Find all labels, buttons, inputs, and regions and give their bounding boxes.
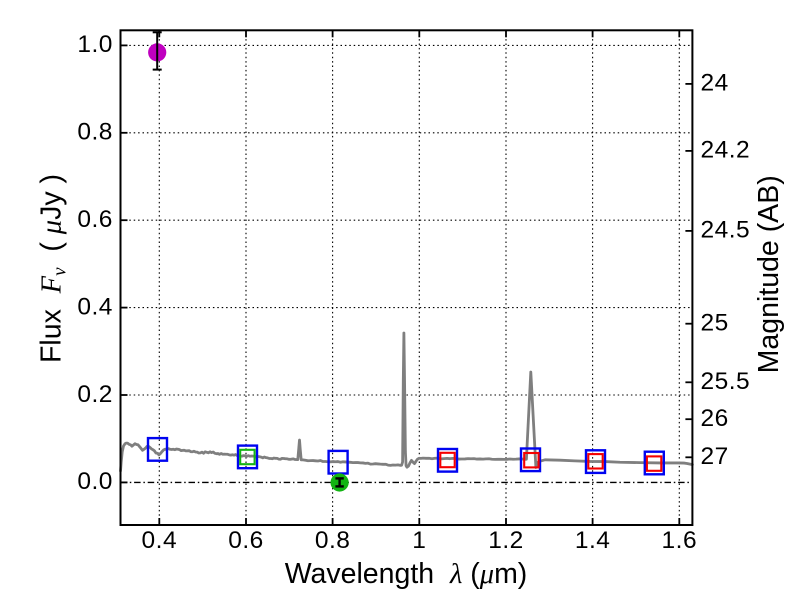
svg-text:24.5: 24.5 [701,217,751,244]
svg-text:0.8: 0.8 [77,119,113,146]
svg-text:0.0: 0.0 [77,468,113,495]
svg-text:Magnitude (AB): Magnitude (AB) [753,175,785,373]
svg-text:0.6: 0.6 [77,206,113,233]
svg-text:25.5: 25.5 [701,368,751,395]
svg-text:0.6: 0.6 [228,527,264,554]
svg-text:0.2: 0.2 [77,381,113,408]
svg-text:1.4: 1.4 [575,527,611,554]
svg-text:1.6: 1.6 [662,527,698,554]
svg-text:0.8: 0.8 [315,527,351,554]
svg-text:Flux Fν ( μJy ): Flux Fν ( μJy ) [35,174,70,363]
svg-text:0.4: 0.4 [77,293,113,320]
svg-text:1.2: 1.2 [488,527,524,554]
svg-text:27: 27 [701,443,729,470]
svg-text:24: 24 [701,70,729,97]
svg-text:25: 25 [701,310,729,337]
svg-text:1.0: 1.0 [77,31,113,58]
svg-text:1: 1 [412,527,426,554]
svg-text:26: 26 [701,405,729,432]
svg-text:Wavelength λ (μm): Wavelength λ (μm) [285,558,528,590]
svg-text:0.4: 0.4 [142,527,178,554]
svg-text:24.2: 24.2 [701,137,751,164]
